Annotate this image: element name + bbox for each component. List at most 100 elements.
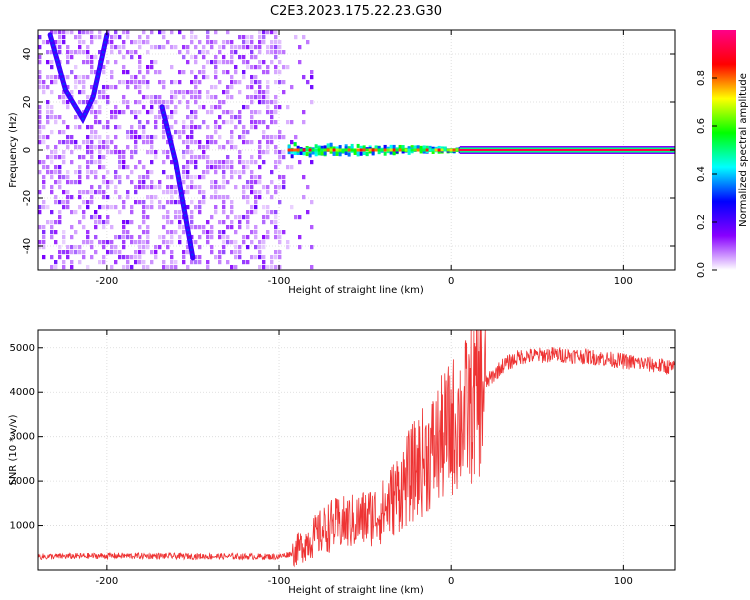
spectrogram-cell [222,55,226,60]
spectrogram-cell [254,120,258,125]
spectrogram-cell [70,150,74,155]
spectrogram-cell [134,50,138,55]
carrier-cell [398,148,402,152]
spectrogram-cell [134,255,138,260]
spectrogram-cell [174,230,178,235]
spectrogram-cell [162,265,166,270]
spectrogram-cell [214,60,218,65]
spectrogram-cell [170,240,174,245]
spectrogram-cell [142,175,146,180]
spectrogram-cell [178,220,182,225]
spectrogram-cell [82,190,86,195]
spectrogram-cell [162,225,166,230]
spectrogram-cell [206,95,210,100]
spectrogram-cell [246,200,250,205]
spectrogram-cell [246,225,250,230]
spectrogram-cell [54,240,58,245]
spectrogram-cell [54,180,58,185]
spectrogram-cell [86,265,90,270]
spectrogram-cell [138,80,142,85]
spectrogram-cell [86,175,90,180]
spectrogram-cell [118,165,122,170]
spectrogram-cell [226,155,230,160]
spectrogram-cell [126,135,130,140]
spectrogram-cell [214,55,218,60]
spectrogram-cell [38,170,42,175]
snr-series-line [38,330,675,568]
carrier-cell [350,148,354,152]
spectrogram-cell [250,65,254,70]
spectrogram-cell [110,115,114,120]
spectrogram-cell [86,240,90,245]
spectrogram-cell [246,180,250,185]
spectrogram-cell [218,125,222,130]
spectrogram-cell [98,35,102,40]
spectrogram-cell [242,60,246,65]
spectrogram-cell [110,140,114,145]
carrier-cell [323,151,327,156]
spectrogram-cell [230,160,234,165]
spectrogram-trace-core [161,106,194,259]
spectrogram-cell [142,80,146,85]
spectrogram-cell [218,105,222,110]
spectrogram-cell [138,235,142,240]
spectrogram-cell [170,90,174,95]
carrier-cell [359,151,363,156]
spectrogram-cell [66,125,70,130]
spectrogram-cell [78,155,82,160]
spectrogram-cell [150,140,154,145]
spectrogram-cell [218,80,222,85]
spectrogram-cell [50,30,54,35]
spectrogram-cell [138,260,142,265]
spectrogram-cell [146,195,150,200]
spectrogram-cell [198,95,202,100]
spectrogram-cell [238,110,242,115]
carrier-cell [350,143,354,148]
spectrogram-cell [162,260,166,265]
spectrogram-cell [214,180,218,185]
spectrogram-cell [206,40,210,45]
spectrogram-cell [278,200,282,205]
spectrogram-cell [170,230,174,235]
spectrogram-cell [102,190,106,195]
spectrogram-cell [118,235,122,240]
spectrogram-cell [194,60,198,65]
spectrogram-cell [50,160,54,165]
spectrogram-cell [122,255,126,260]
spectrogram-cell [190,90,194,95]
spectrogram-cell [278,40,282,45]
spectrogram-cell [242,75,246,80]
spectrogram-cell [262,215,266,220]
carrier-cell [356,148,360,152]
spectrogram-cell [58,220,62,225]
spectrogram-cell [90,130,94,135]
spectrogram-cell [62,100,66,105]
spectrogram-cell [302,110,306,115]
spectrogram-cell [214,205,218,210]
spectrogram-cell [38,120,42,125]
spectrogram-cell [98,30,102,35]
spectrogram-cell [250,190,254,195]
spectrogram-cell [114,235,118,240]
spectrogram-cell [82,75,86,80]
spectrogram-cell [162,160,166,165]
spectrogram-cell [146,245,150,250]
spectrogram-cell [242,240,246,245]
spectrogram-cell [138,135,142,140]
spectrogram-cell [110,70,114,75]
spectrogram-cell [66,45,70,50]
spectrogram-cell [110,45,114,50]
spectrogram-cell [134,80,138,85]
spectrogram-cell [150,100,154,105]
spectrogram-cell [166,265,170,270]
carrier-cell [332,151,336,156]
spectrogram-cell [234,185,238,190]
spectrogram-cell [190,30,194,35]
carrier-cell [362,151,366,156]
spectrogram-cell [42,245,46,250]
carrier-cell [290,148,294,152]
spectrogram-cell [90,195,94,200]
spectrogram-cell [170,185,174,190]
